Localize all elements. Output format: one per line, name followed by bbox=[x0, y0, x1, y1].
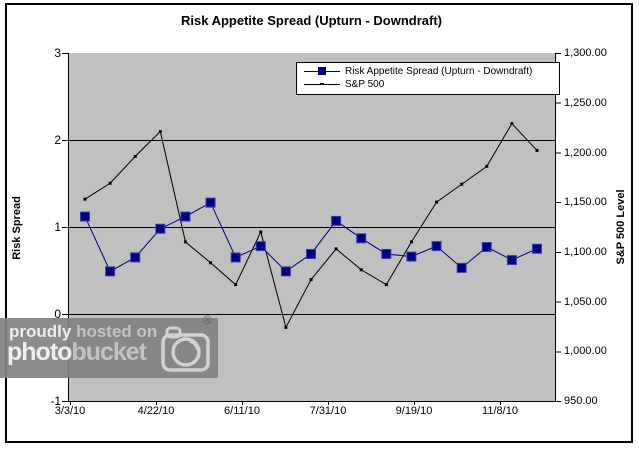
right-axis-tick: 1,000.00 bbox=[564, 345, 607, 357]
sp500-point-marker bbox=[234, 283, 238, 287]
risk-spread-point-marker bbox=[481, 242, 492, 253]
sp500-point-marker bbox=[108, 181, 112, 185]
risk-spread-point-marker bbox=[381, 248, 392, 259]
sp500-point-marker bbox=[133, 154, 137, 158]
legend-label: Risk Appetite Spread (Upturn - Downdraft… bbox=[345, 66, 533, 77]
risk-spread-point-marker bbox=[356, 233, 367, 244]
risk-spread-point-marker bbox=[506, 255, 517, 266]
risk-spread-point-marker bbox=[130, 252, 141, 263]
left-axis-tick: 2 bbox=[54, 133, 61, 147]
risk-spread-point-marker bbox=[205, 197, 216, 208]
photobucket-watermark: proudly hosted on photobucket ® bbox=[0, 313, 218, 378]
risk-spread-point-marker bbox=[406, 251, 417, 262]
watermark-text-line1: proudly hosted on bbox=[9, 322, 158, 341]
sp500-point-marker bbox=[485, 164, 489, 168]
registered-trademark-icon: ® bbox=[203, 313, 212, 327]
x-axis-tick: 11/8/10 bbox=[482, 405, 518, 417]
risk-spread-point-marker bbox=[280, 266, 291, 277]
chart-legend: Risk Appetite Spread (Upturn - Downdraft… bbox=[296, 62, 560, 95]
sp500-point-marker bbox=[510, 122, 514, 126]
risk-spread-point-marker bbox=[180, 211, 191, 222]
sp500-point-marker bbox=[309, 278, 313, 282]
sp500-point-marker bbox=[83, 197, 87, 201]
right-axis-title: S&P 500 Level bbox=[615, 189, 627, 265]
x-axis-tick: 4/22/10 bbox=[137, 405, 175, 417]
right-axis-tick: 950.00 bbox=[564, 395, 598, 407]
risk-spread-point-marker bbox=[456, 262, 467, 273]
watermark-text-line2: photobucket bbox=[7, 338, 147, 366]
sp500-point-marker bbox=[183, 240, 187, 244]
right-axis-tick: 1,050.00 bbox=[564, 296, 607, 308]
sp500-point-marker bbox=[435, 200, 439, 204]
right-axis-tick: 1,300.00 bbox=[564, 47, 607, 59]
sp500-point-marker bbox=[259, 230, 263, 234]
sp500-point-marker bbox=[409, 240, 413, 244]
left-axis-tick: 3 bbox=[54, 46, 61, 60]
risk-spread-point-marker bbox=[306, 248, 316, 259]
sp500-point-marker bbox=[384, 283, 388, 287]
risk-spread-point-marker bbox=[155, 223, 166, 234]
sp500-point-marker bbox=[158, 130, 162, 134]
sp500-point-marker bbox=[209, 261, 213, 265]
sp500-point-marker bbox=[535, 148, 539, 152]
risk-spread-point-marker bbox=[105, 266, 116, 277]
legend-entry-sp500: S&P 500 bbox=[297, 78, 559, 91]
risk-spread-point-marker bbox=[331, 215, 342, 226]
sp500-point-marker bbox=[460, 182, 464, 186]
risk-spread-point-marker bbox=[80, 211, 90, 222]
right-axis-tick: 1,150.00 bbox=[564, 196, 607, 208]
left-axis-title: Risk Spread bbox=[11, 196, 23, 260]
camera-icon bbox=[161, 326, 210, 372]
chart-title: Risk Appetite Spread (Upturn - Downdraft… bbox=[181, 13, 442, 28]
sp500-point-marker bbox=[359, 268, 363, 272]
risk-spread-point-marker bbox=[532, 243, 542, 254]
left-axis-tick: 0 bbox=[54, 307, 61, 321]
risk-spread-point-marker bbox=[230, 252, 241, 263]
right-axis-tick: 1,100.00 bbox=[564, 246, 607, 258]
x-axis-tick: 7/31/10 bbox=[309, 405, 347, 417]
sp500-point-marker bbox=[334, 247, 338, 251]
legend-label: S&P 500 bbox=[345, 79, 385, 90]
right-axis-tick: 1,250.00 bbox=[564, 97, 607, 109]
left-axis-tick: 1 bbox=[54, 220, 61, 234]
risk-spread-legend-marker-icon bbox=[304, 67, 340, 76]
left-axis-tick: -1 bbox=[50, 394, 61, 408]
right-axis-tick: 1,200.00 bbox=[564, 147, 607, 159]
x-axis-tick: 9/19/10 bbox=[395, 405, 433, 417]
x-axis-tick: 3/3/10 bbox=[54, 405, 86, 417]
sp500-point-marker bbox=[284, 325, 288, 329]
x-axis-tick: 6/11/10 bbox=[224, 405, 260, 417]
risk-spread-point-marker bbox=[431, 241, 442, 252]
risk-spread-point-marker bbox=[255, 241, 266, 252]
legend-entry-risk-spread: Risk Appetite Spread (Upturn - Downdraft… bbox=[297, 65, 559, 78]
sp500-legend-marker-icon bbox=[304, 80, 340, 89]
